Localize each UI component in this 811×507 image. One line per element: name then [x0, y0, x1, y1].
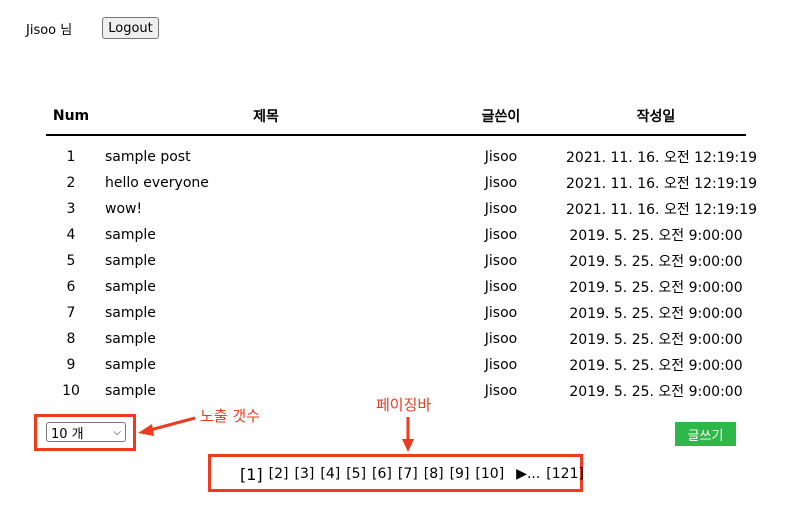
row-writer: Jisoo: [484, 305, 518, 321]
page-link[interactable]: [6]: [372, 466, 392, 482]
row-title-link[interactable]: hello everyone: [105, 175, 209, 191]
row-title-link[interactable]: sample: [105, 227, 156, 243]
row-date: 2019. 5. 25. 오전 9:00:00: [569, 358, 743, 374]
page-link[interactable]: [10]: [475, 466, 505, 482]
row-date: 2021. 11. 16. 오전 12:19:19: [566, 150, 758, 166]
page-last[interactable]: [121]: [546, 466, 584, 482]
table-row[interactable]: 8 sample Jisoo 2019. 5. 25. 오전 9:00:00: [46, 326, 746, 352]
row-num: 9: [66, 357, 76, 373]
header-title: 제목: [96, 98, 436, 136]
table-header-row: Num 제목 글쓴이 작성일: [46, 98, 746, 136]
arrow-line-left: [149, 416, 196, 432]
row-title-link[interactable]: wow!: [105, 201, 143, 217]
row-title-link[interactable]: sample: [105, 279, 156, 295]
row-writer: Jisoo: [484, 383, 518, 399]
pagination: [1] [2] [3] [4] [5] [6] [7] [8] [9] [10]…: [240, 464, 590, 484]
row-num: 8: [66, 331, 76, 347]
table-row[interactable]: 2 hello everyone Jisoo 2021. 11. 16. 오전 …: [46, 170, 758, 196]
page-link[interactable]: [5]: [346, 466, 367, 482]
row-date: 2021. 11. 16. 오전 12:19:19: [566, 202, 758, 218]
table-row[interactable]: 1 sample post Jisoo 2021. 11. 16. 오전 12:…: [46, 135, 758, 170]
table-row[interactable]: 6 sample Jisoo 2019. 5. 25. 오전 9:00:00: [46, 274, 746, 300]
row-writer: Jisoo: [484, 253, 518, 269]
arrow-head-left-icon: [138, 424, 154, 436]
arrow-head-down-icon: [402, 439, 414, 452]
page-next[interactable]: ▶...: [516, 466, 541, 482]
user-name: Jisoo 님: [26, 22, 73, 38]
table-row[interactable]: 7 sample Jisoo 2019. 5. 25. 오전 9:00:00: [46, 300, 746, 326]
page-link[interactable]: [8]: [423, 466, 444, 482]
row-num: 4: [66, 227, 76, 243]
page-size-value: 10 개: [51, 426, 84, 442]
page-size-highlight-box: [34, 414, 136, 451]
row-num: 7: [66, 305, 76, 321]
row-date: 2019. 5. 25. 오전 9:00:00: [569, 306, 743, 322]
chevron-down-icon: ⌵: [113, 426, 121, 438]
row-date: 2019. 5. 25. 오전 9:00:00: [569, 280, 743, 296]
row-writer: Jisoo: [484, 149, 518, 165]
row-num: 2: [66, 175, 76, 191]
logout-button[interactable]: Logout: [102, 17, 159, 39]
pager-highlight-box: [208, 454, 583, 492]
row-num: 10: [62, 383, 80, 399]
board: Num 제목 글쓴이 작성일 1 sample post Jisoo 2021.…: [46, 98, 758, 404]
row-date: 2019. 5. 25. 오전 9:00:00: [569, 332, 743, 348]
page-link[interactable]: [7]: [397, 466, 418, 482]
row-num: 3: [66, 201, 76, 217]
page-current[interactable]: [1]: [240, 464, 263, 484]
page-link[interactable]: [9]: [449, 466, 470, 482]
row-title-link[interactable]: sample: [105, 305, 156, 321]
row-title-link[interactable]: sample post: [105, 149, 191, 165]
table-row[interactable]: 3 wow! Jisoo 2021. 11. 16. 오전 12:19:19: [46, 196, 758, 222]
row-date: 2019. 5. 25. 오전 9:00:00: [569, 384, 743, 400]
table-row[interactable]: 4 sample Jisoo 2019. 5. 25. 오전 9:00:00: [46, 222, 746, 248]
row-date: 2019. 5. 25. 오전 9:00:00: [569, 228, 743, 244]
row-num: 1: [66, 149, 76, 165]
header-num: Num: [46, 98, 96, 136]
row-title-link[interactable]: sample: [105, 357, 156, 373]
row-title-link[interactable]: sample: [105, 331, 156, 347]
row-num: 6: [66, 279, 76, 295]
table-row[interactable]: 5 sample Jisoo 2019. 5. 25. 오전 9:00:00: [46, 248, 746, 274]
row-writer: Jisoo: [484, 175, 518, 191]
pager-annotation: 페이징바: [376, 396, 432, 414]
table-row[interactable]: 9 sample Jisoo 2019. 5. 25. 오전 9:00:00: [46, 352, 746, 378]
row-writer: Jisoo: [484, 227, 518, 243]
page-size-annotation: 노출 갯수: [200, 407, 260, 425]
row-writer: Jisoo: [484, 357, 518, 373]
user-bar: Jisoo 님: [26, 18, 72, 38]
row-writer: Jisoo: [484, 201, 518, 217]
row-date: 2019. 5. 25. 오전 9:00:00: [569, 254, 743, 270]
page-size-select[interactable]: 10 개 ⌵: [46, 422, 126, 442]
row-title-link[interactable]: sample: [105, 253, 156, 269]
header-writer: 글쓴이: [436, 98, 566, 136]
page-link[interactable]: [4]: [320, 466, 341, 482]
page-link[interactable]: [2]: [268, 466, 289, 482]
write-button[interactable]: 글쓰기: [675, 422, 736, 446]
row-title-link[interactable]: sample: [105, 383, 156, 399]
post-table: Num 제목 글쓴이 작성일 1 sample post Jisoo 2021.…: [46, 98, 758, 404]
row-writer: Jisoo: [484, 331, 518, 347]
row-writer: Jisoo: [484, 279, 518, 295]
row-num: 5: [66, 253, 76, 269]
table-row[interactable]: 10 sample Jisoo 2019. 5. 25. 오전 9:00:00: [46, 378, 746, 404]
page-link[interactable]: [3]: [294, 466, 315, 482]
row-date: 2021. 11. 16. 오전 12:19:19: [566, 176, 758, 192]
header-date: 작성일: [566, 98, 746, 136]
